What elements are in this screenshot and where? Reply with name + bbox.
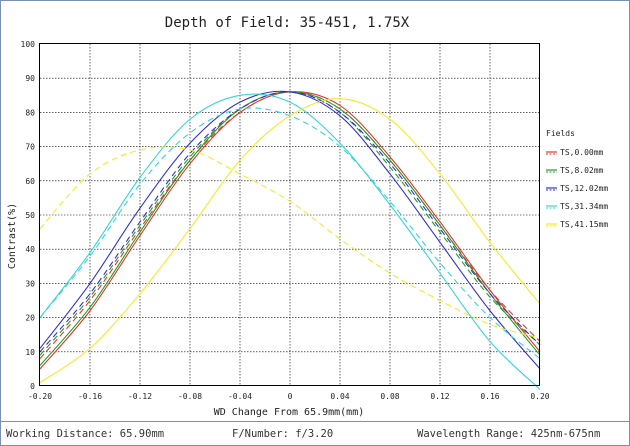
y-axis-title: Contrast(%) <box>7 203 18 269</box>
x-axis-title: WD Change From 65.9mm(mm) <box>214 407 365 418</box>
x-tick-label: -0.20 <box>28 392 52 401</box>
x-tick-label: 0.12 <box>430 392 449 401</box>
footer-f-number: F/Number: f/3.20 <box>232 428 333 440</box>
series-line-ts-41-15mm-dashed <box>39 146 541 339</box>
x-tick-label: 0 <box>288 392 293 401</box>
legend: Fields TS,0.00mm TS,8.02mm TS,12.02mm TS,31… <box>546 129 608 229</box>
series-line-ts-31-34mm-solid <box>39 93 541 390</box>
legend-item-label: TS,41.15mm <box>560 220 608 229</box>
series-line-ts-12-02mm-dashed <box>39 91 541 353</box>
y-tick-label: 10 <box>25 348 35 357</box>
x-tick-label: 0.16 <box>480 392 499 401</box>
x-tick-labels: -0.20 -0.16 -0.12 -0.08 -0.04 0 0.04 0.08 0.12 0.… <box>28 392 550 401</box>
x-tick-label: -0.12 <box>128 392 152 401</box>
y-tick-label: 80 <box>25 108 35 117</box>
footer-working-distance: Working Distance: 65.90mm <box>6 428 164 440</box>
legend-title: Fields <box>546 129 575 138</box>
chart-title: Depth of Field: 35-451, 1.75X <box>165 15 410 31</box>
x-tick-label: 0.08 <box>380 392 399 401</box>
y-tick-label: 90 <box>25 74 35 83</box>
plot-frame <box>39 43 540 386</box>
legend-item-label: TS,0.00mm <box>560 148 604 157</box>
x-tick-label: -0.08 <box>178 392 202 401</box>
y-tick-label: 60 <box>25 177 35 186</box>
y-tick-label: 30 <box>25 279 35 288</box>
series-lines <box>39 90 541 390</box>
x-tick-label: -0.16 <box>78 392 102 401</box>
footer-wavelength: Wavelength Range: 425nm-675nm <box>417 428 600 440</box>
y-tick-labels: 0 10 20 30 40 50 60 70 80 90 100 <box>21 40 36 391</box>
y-tick-label: 100 <box>21 40 36 49</box>
y-tick-label: 40 <box>25 245 35 254</box>
x-tick-label: 0.04 <box>330 392 349 401</box>
series-line-ts-12-02mm-solid <box>39 90 541 370</box>
y-tick-label: 70 <box>25 143 35 152</box>
legend-item-label: TS,31.34mm <box>560 202 608 211</box>
x-tick-label: 0.20 <box>530 392 549 401</box>
series-line-ts-41-15mm-solid <box>39 98 541 384</box>
grid <box>40 44 540 386</box>
y-tick-label: 0 <box>30 382 35 391</box>
x-tick-label: -0.04 <box>228 392 252 401</box>
y-tick-label: 20 <box>25 314 35 323</box>
legend-item-label: TS,8.02mm <box>560 166 604 175</box>
y-tick-label: 50 <box>25 211 35 220</box>
legend-item-label: TS,12.02mm <box>560 184 608 193</box>
